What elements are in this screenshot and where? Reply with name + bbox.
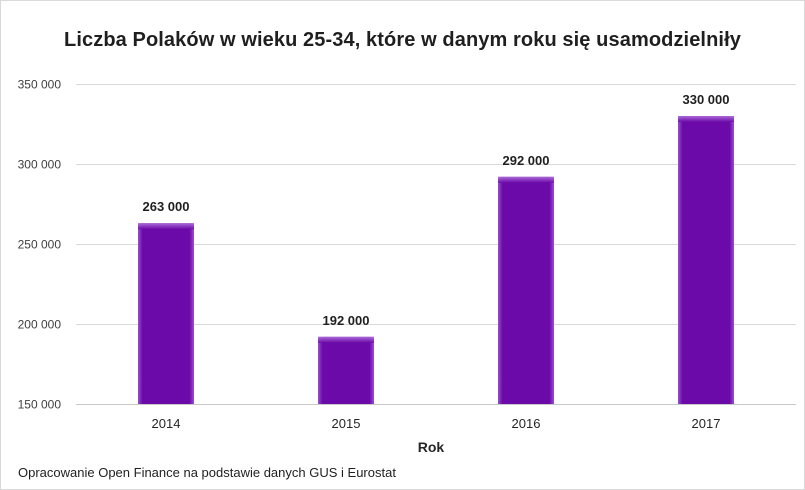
gridlines: [76, 84, 796, 405]
bars: [138, 116, 734, 404]
bar-top-highlight: [138, 223, 194, 230]
x-tick-label: 2014: [152, 416, 181, 431]
bar-top-highlight: [678, 116, 734, 122]
bar-2014: [138, 223, 194, 404]
x-tick-label: 2017: [692, 416, 721, 431]
x-tick-label: 2015: [332, 416, 361, 431]
y-axis-tick-labels: 150 000 200 000 250 000 300 000 350 000: [18, 78, 62, 412]
x-axis-tick-labels: 2014 2015 2016 2017: [152, 416, 721, 431]
y-tick-label: 150 000: [18, 398, 62, 412]
y-tick-label: 250 000: [18, 238, 62, 252]
x-axis-title: Rok: [417, 439, 445, 455]
y-tick-label: 200 000: [18, 318, 62, 332]
data-label: 330 000: [683, 92, 730, 107]
y-tick-label: 300 000: [18, 158, 62, 172]
y-tick-label: 350 000: [18, 78, 62, 92]
bar-top-highlight: [498, 176, 554, 183]
x-tick-label: 2016: [512, 416, 541, 431]
data-label: 292 000: [503, 153, 550, 168]
bar-2017: [678, 116, 734, 404]
data-label: 192 000: [323, 313, 370, 328]
source-note: Opracowanie Open Finance na podstawie da…: [18, 465, 396, 480]
data-labels: 263 000 192 000 292 000 330 000: [143, 92, 730, 328]
bar-top-highlight: [318, 336, 374, 343]
chart-title: Liczba Polaków w wieku 25-34, które w da…: [64, 29, 741, 51]
bar-2015: [318, 336, 374, 404]
bar-2016: [498, 176, 554, 404]
data-label: 263 000: [143, 199, 190, 214]
